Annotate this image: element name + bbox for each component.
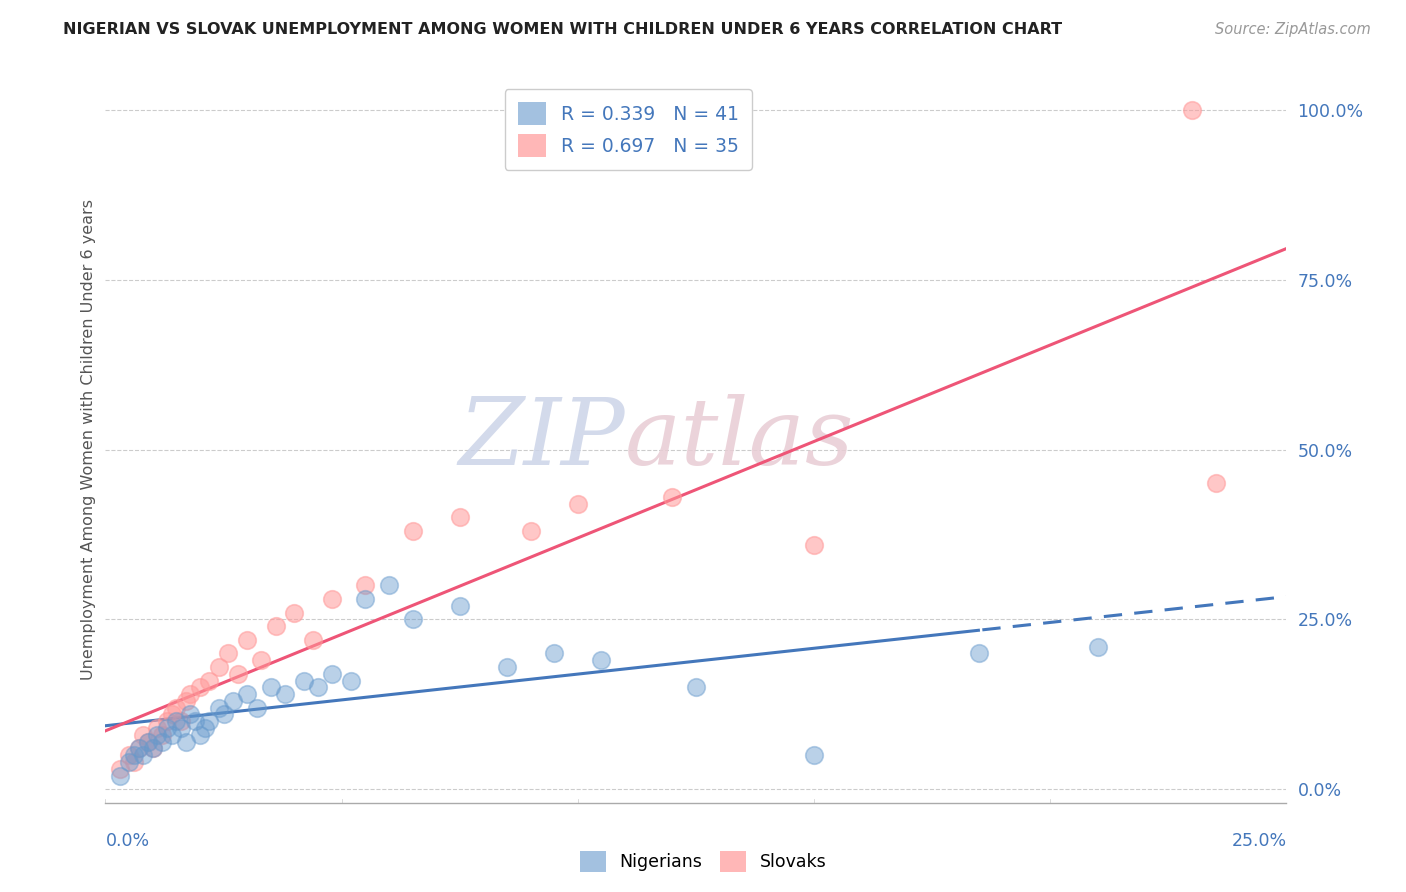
- Point: [170, 721, 193, 735]
- Text: NIGERIAN VS SLOVAK UNEMPLOYMENT AMONG WOMEN WITH CHILDREN UNDER 6 YEARS CORRELAT: NIGERIAN VS SLOVAK UNEMPLOYMENT AMONG WO…: [63, 22, 1063, 37]
- Point: [146, 721, 169, 735]
- Point: [250, 653, 273, 667]
- Point: [591, 653, 613, 667]
- Point: [283, 606, 305, 620]
- Point: [118, 748, 141, 763]
- Point: [567, 497, 589, 511]
- Point: [340, 673, 363, 688]
- Point: [307, 681, 329, 695]
- Point: [128, 741, 150, 756]
- Point: [401, 524, 423, 538]
- Point: [160, 707, 183, 722]
- Point: [188, 728, 211, 742]
- Point: [803, 538, 825, 552]
- Point: [354, 591, 377, 606]
- Text: atlas: atlas: [626, 394, 855, 484]
- Point: [156, 714, 179, 729]
- Point: [146, 728, 169, 742]
- Point: [118, 755, 141, 769]
- Point: [132, 748, 155, 763]
- Point: [321, 591, 343, 606]
- Point: [188, 681, 211, 695]
- Text: 0.0%: 0.0%: [105, 832, 149, 850]
- Point: [378, 578, 401, 592]
- Point: [174, 694, 197, 708]
- Point: [198, 714, 221, 729]
- Point: [803, 748, 825, 763]
- Point: [1205, 476, 1227, 491]
- Point: [142, 741, 165, 756]
- Point: [274, 687, 297, 701]
- Point: [496, 660, 519, 674]
- Point: [292, 673, 315, 688]
- Point: [128, 741, 150, 756]
- Point: [170, 714, 193, 729]
- Point: [519, 524, 541, 538]
- Point: [174, 734, 197, 748]
- Y-axis label: Unemployment Among Women with Children Under 6 years: Unemployment Among Women with Children U…: [82, 199, 96, 680]
- Point: [222, 694, 245, 708]
- Point: [198, 673, 221, 688]
- Point: [401, 612, 423, 626]
- Point: [449, 599, 471, 613]
- Point: [142, 741, 165, 756]
- Text: 25.0%: 25.0%: [1232, 832, 1286, 850]
- Point: [179, 687, 201, 701]
- Point: [543, 646, 565, 660]
- Point: [156, 721, 179, 735]
- Point: [184, 714, 207, 729]
- Point: [132, 728, 155, 742]
- Point: [685, 681, 707, 695]
- Point: [150, 734, 173, 748]
- Point: [217, 646, 239, 660]
- Point: [1087, 640, 1109, 654]
- Point: [194, 721, 217, 735]
- Point: [208, 700, 231, 714]
- Point: [661, 490, 683, 504]
- Point: [302, 632, 325, 647]
- Point: [236, 687, 259, 701]
- Text: Source: ZipAtlas.com: Source: ZipAtlas.com: [1215, 22, 1371, 37]
- Legend: R = 0.339   N = 41, R = 0.697   N = 35: R = 0.339 N = 41, R = 0.697 N = 35: [505, 89, 752, 170]
- Point: [1181, 103, 1204, 117]
- Point: [260, 681, 283, 695]
- Point: [136, 734, 159, 748]
- Point: [160, 728, 183, 742]
- Point: [108, 769, 131, 783]
- Point: [122, 755, 145, 769]
- Text: ZIP: ZIP: [458, 394, 626, 484]
- Point: [246, 700, 269, 714]
- Point: [321, 666, 343, 681]
- Point: [354, 578, 377, 592]
- Point: [179, 707, 201, 722]
- Point: [108, 762, 131, 776]
- Legend: Nigerians, Slovaks: Nigerians, Slovaks: [572, 844, 834, 879]
- Point: [264, 619, 287, 633]
- Point: [165, 714, 187, 729]
- Point: [208, 660, 231, 674]
- Point: [122, 748, 145, 763]
- Point: [969, 646, 991, 660]
- Point: [136, 734, 159, 748]
- Point: [212, 707, 235, 722]
- Point: [165, 700, 187, 714]
- Point: [236, 632, 259, 647]
- Point: [226, 666, 249, 681]
- Point: [150, 728, 173, 742]
- Point: [449, 510, 471, 524]
